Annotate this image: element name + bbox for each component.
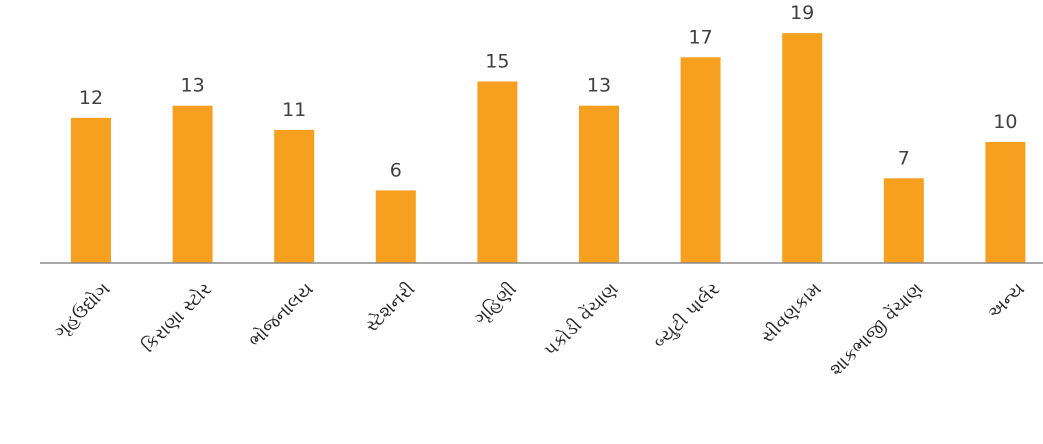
bar-value-label: 15 (485, 51, 509, 73)
bar-value-label: 13 (587, 75, 611, 97)
bar-value-label: 12 (79, 87, 103, 109)
bar-value-label: 17 (689, 26, 713, 48)
bar (172, 105, 213, 263)
category-label: ભોજનાલય (245, 279, 318, 352)
bar-value-label: 19 (790, 2, 814, 24)
category-label: સ્ટેશનરી (361, 279, 419, 337)
category-labels-group: ગૃહઉદ્યોગ કિરાણા સ્ટોર ભોજનાલય સ્ટેશનરી ગૃહિ… (50, 279, 1029, 381)
value-labels-group: 12 13 11 6 15 13 17 19 7 10 (79, 2, 1018, 181)
bar (883, 178, 924, 263)
category-label: શાકભાજી વેંચાણ (826, 279, 928, 381)
bar (680, 57, 721, 263)
bar-value-label: 6 (390, 159, 402, 181)
bar (375, 190, 416, 263)
bar-value-label: 11 (282, 99, 306, 121)
bar-value-label: 13 (181, 75, 205, 97)
bar (274, 129, 315, 263)
bar (579, 105, 619, 263)
bar-value-label: 10 (993, 111, 1017, 133)
category-label: કિરાણા સ્ટોર (138, 279, 216, 357)
category-label: બ્યુટી પાર્લર (650, 279, 725, 354)
bar (71, 117, 111, 263)
category-label: ગૃહિણી (470, 279, 521, 330)
bar (782, 33, 823, 263)
bar (985, 142, 1026, 263)
bar (477, 81, 518, 263)
category-label: સીવણકામ (757, 279, 826, 348)
category-label: અન્ય (984, 279, 1029, 324)
bars-group (71, 33, 1026, 263)
category-label: પકોડી વેંચાણ (540, 279, 622, 361)
bar-value-label: 7 (898, 147, 910, 169)
category-label: ગૃહઉદ્યોગ (50, 279, 114, 343)
